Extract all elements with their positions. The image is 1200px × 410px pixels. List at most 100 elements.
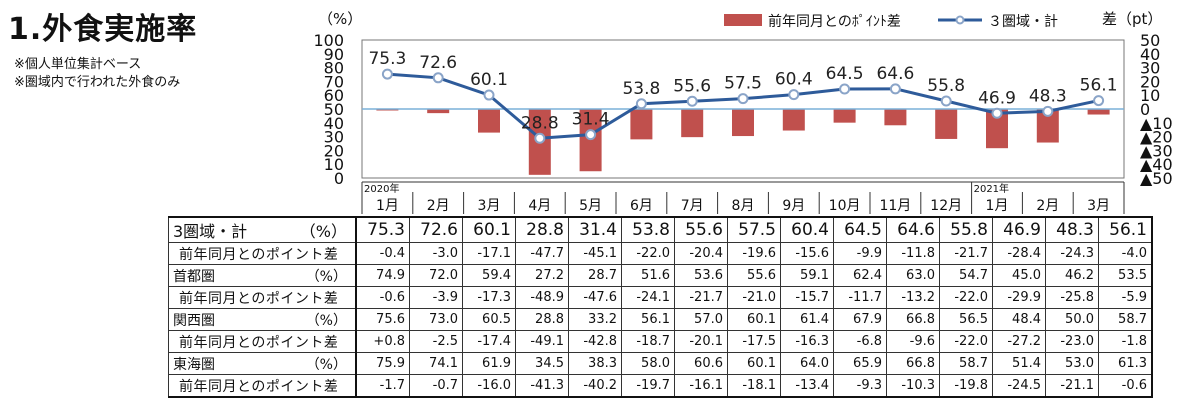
- row-label: 前年同月とのポイント差: [168, 286, 357, 309]
- table-cell: -20.1: [674, 330, 728, 353]
- table-cell: 45.0: [992, 264, 1046, 287]
- table-cell: 73.0: [409, 308, 463, 331]
- table-cell: 34.5: [515, 352, 569, 375]
- diff-bar: [782, 109, 805, 131]
- legend-bar-label: 前年同月とのﾎﾟｲﾝﾄ差: [768, 13, 901, 30]
- table-cell: 48.4: [992, 308, 1046, 331]
- series-point: [1093, 95, 1105, 107]
- table-cell: 64.6: [886, 216, 940, 243]
- right-axis-tick-label: 40: [1140, 45, 1160, 64]
- note-line: ※個人単位集計ベース: [14, 57, 142, 72]
- table-cell: 27.2: [515, 264, 569, 287]
- data-label: 60.4: [775, 70, 813, 90]
- diff-bar: [1087, 109, 1110, 115]
- table-cell: 58.7: [1098, 308, 1153, 331]
- table-row: 首都圏 （%） 74.9 72.0 59.4 27.2 28.7 51.6 53.6 55.6 59…: [168, 264, 1153, 287]
- table-cell: -19.8: [939, 374, 993, 398]
- table-cell: 58.0: [621, 352, 675, 375]
- series-point: [889, 83, 901, 95]
- data-label: 28.8: [521, 113, 559, 133]
- category-label: 5月: [579, 198, 602, 214]
- row-label: 関西圏 （%）: [168, 308, 357, 331]
- table-cell: -15.6: [780, 242, 834, 265]
- data-label: 31.4: [572, 110, 610, 130]
- table-cell: 38.3: [568, 352, 622, 375]
- right-axis-tick-label: ▲50: [1140, 169, 1173, 188]
- category-label: 6月: [630, 198, 653, 214]
- table-cell: -47.7: [515, 242, 569, 265]
- legend-bar-swatch: [724, 14, 762, 26]
- right-axis-tick-label: 10: [1140, 86, 1160, 105]
- table-cell: -9.3: [833, 374, 887, 398]
- series-point: [432, 72, 444, 84]
- table-cell: -24.1: [621, 286, 675, 309]
- table-cell: -13.2: [886, 286, 940, 309]
- category-label: 9月: [782, 198, 805, 214]
- category-label: 3月: [478, 198, 501, 214]
- table-cell: -41.3: [515, 374, 569, 398]
- table-cell: 60.1: [727, 308, 781, 331]
- series-point: [737, 93, 749, 105]
- table-cell: -18.7: [621, 330, 675, 353]
- table-cell: 48.3: [1045, 216, 1099, 243]
- table-cell: 56.1: [621, 308, 675, 331]
- table-cell: -17.3: [462, 286, 516, 309]
- table-cell: 61.3: [1098, 352, 1153, 375]
- data-label: 64.5: [826, 64, 864, 84]
- table-cell: -3.9: [409, 286, 463, 309]
- legend-line-marker: [955, 15, 965, 25]
- table-cell: -19.7: [621, 374, 675, 398]
- series-point: [788, 89, 800, 101]
- table-cell: 28.8: [515, 308, 569, 331]
- table-cell: -11.7: [833, 286, 887, 309]
- table-cell: 59.4: [462, 264, 516, 287]
- row-label-text: 関西圏: [173, 312, 215, 329]
- table-cell: 28.7: [568, 264, 622, 287]
- note-line: ※圏域内で行われた外食のみ: [14, 75, 181, 90]
- table-cell: 75.3: [355, 216, 410, 243]
- table-row: 前年同月とのポイント差 -0.6 -3.9 -17.3 -48.9 -47.6 -24.1-…: [168, 286, 1153, 309]
- table-cell: 53.8: [621, 216, 675, 243]
- row-label-text: 前年同月とのポイント差: [179, 246, 339, 263]
- right-axis-tick-label: ▲10: [1140, 114, 1173, 133]
- left-axis-tick-label: 80: [324, 59, 344, 78]
- table-cell: 53.6: [674, 264, 728, 287]
- data-table: 3圏域・計 （%） 75.3 72.6 60.1 28.8 31.4 53.8 55.6 57.5…: [168, 216, 1153, 398]
- table-cell: -16.1: [674, 374, 728, 398]
- table-cell: -1.8: [1098, 330, 1153, 353]
- series-point: [381, 68, 393, 80]
- row-label-text: 前年同月とのポイント差: [179, 290, 339, 307]
- table-cell: -0.4: [355, 242, 410, 265]
- category-label: 1月: [986, 198, 1009, 214]
- diff-bar: [732, 109, 754, 137]
- left-axis-tick-label: 40: [324, 114, 344, 133]
- series-point: [1042, 105, 1054, 117]
- series-point: [635, 98, 647, 110]
- table-cell: -49.1: [515, 330, 569, 353]
- table-row: 東海圏 （%） 75.9 74.1 61.9 34.5 38.3 58.0 60.6 60.1 64…: [168, 352, 1153, 375]
- table-cell: 33.2: [568, 308, 622, 331]
- table-cell: 72.6: [409, 216, 463, 243]
- table-cell: -40.2: [568, 374, 622, 398]
- diff-bar: [1036, 109, 1059, 143]
- table-cell: -0.6: [1098, 374, 1153, 398]
- table-cell: 60.6: [674, 352, 728, 375]
- table-cell: -27.2: [992, 330, 1046, 353]
- table-cell: 63.0: [886, 264, 940, 287]
- table-cell: -11.8: [886, 242, 940, 265]
- table-row: 前年同月とのポイント差 -0.4 -3.0 -17.1 -47.7 -45.1 -22.0-…: [168, 242, 1153, 265]
- data-label: 48.3: [1029, 86, 1067, 106]
- table-cell: -6.8: [833, 330, 887, 353]
- left-axis-tick-label: 0: [334, 169, 344, 188]
- left-axis-tick-label: 10: [324, 155, 344, 174]
- page-title: 1.外食実施率: [8, 12, 198, 47]
- table-cell: -17.4: [462, 330, 516, 353]
- table-cell: 59.1: [780, 264, 834, 287]
- table-cell: 67.9: [833, 308, 887, 331]
- table-cell: -16.3: [780, 330, 834, 353]
- table-cell: -9.6: [886, 330, 940, 353]
- data-label: 46.9: [978, 88, 1016, 108]
- category-label: 2月: [1036, 198, 1059, 214]
- table-cell: 55.6: [674, 216, 728, 243]
- table-cell: 50.0: [1045, 308, 1099, 331]
